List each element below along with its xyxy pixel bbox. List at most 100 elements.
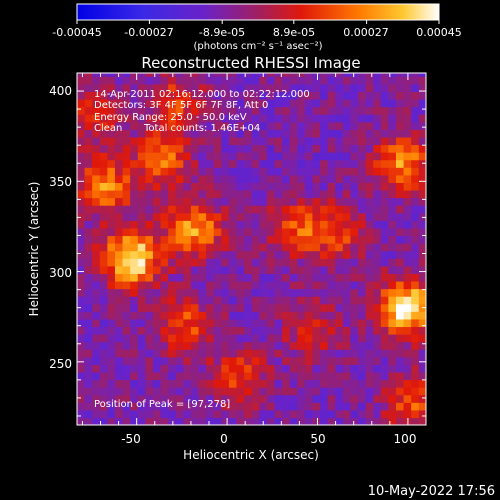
heatmap-cell: [213, 311, 222, 320]
heatmap-cell: [92, 182, 101, 191]
heatmap-cell: [297, 174, 306, 183]
heatmap-cell: [190, 205, 200, 214]
heatmap-cell: [206, 356, 215, 365]
heatmap-cell: [99, 182, 108, 191]
heatmap-cell: [373, 334, 382, 343]
heatmap-cell: [373, 83, 382, 93]
heatmap-cell: [411, 356, 420, 365]
heatmap-cell: [373, 243, 382, 252]
heatmap-cell: [99, 280, 108, 290]
heatmap-cell: [297, 409, 306, 419]
heatmap-cell: [259, 356, 268, 365]
heatmap-cell: [221, 144, 230, 153]
heatmap-cell: [350, 129, 359, 138]
annotation-time-range: 14-Apr-2011 02:16:12.000 to 02:22:12.000: [94, 89, 310, 100]
heatmap-cell: [350, 258, 359, 267]
heatmap-cell: [168, 273, 177, 282]
heatmap-cell: [358, 205, 367, 214]
heatmap-cell: [168, 98, 177, 108]
heatmap-cell: [259, 182, 268, 191]
heatmap-cell: [122, 136, 131, 146]
heatmap-cell: [175, 76, 184, 85]
heatmap-cell: [228, 250, 238, 259]
heatmap-cell: [198, 167, 207, 176]
heatmap-cell: [122, 144, 131, 153]
heatmap-cell: [358, 144, 367, 153]
heatmap-cell: [312, 152, 321, 161]
heatmap-cell: [274, 73, 283, 77]
heatmap-cell: [327, 341, 336, 350]
heatmap-cell: [358, 349, 367, 358]
heatmap-cell: [221, 136, 230, 146]
heatmap-cell: [373, 288, 382, 297]
heatmap-cell: [114, 205, 124, 214]
heatmap-cell: [274, 318, 283, 328]
heatmap-cell: [358, 273, 367, 282]
heatmap-cell: [168, 394, 177, 403]
heatmap-cell: [335, 394, 344, 403]
heatmap-cell: [327, 303, 336, 312]
heatmap-cell: [418, 288, 426, 297]
heatmap-cell: [198, 152, 207, 161]
heatmap-cell: [388, 356, 397, 365]
heatmap-cell: [411, 303, 420, 312]
heatmap-cell: [380, 182, 389, 191]
heatmap-cell: [190, 235, 200, 244]
heatmap-cell: [221, 243, 230, 252]
heatmap-cell: [251, 311, 260, 320]
heatmap-cell: [274, 250, 283, 259]
heatmap-cell: [259, 265, 268, 274]
heatmap-cell: [183, 334, 192, 343]
heatmap-cell: [395, 182, 405, 191]
heatmap-cell: [145, 220, 154, 229]
heatmap-cell: [107, 136, 116, 146]
heatmap-cell: [320, 91, 329, 100]
heatmap-cell: [85, 61, 93, 69]
heatmap-cell: [411, 258, 420, 267]
heatmap-cell: [92, 91, 101, 100]
heatmap-cell: [77, 136, 86, 146]
heatmap-cell: [228, 387, 238, 396]
heatmap-cell: [160, 174, 169, 183]
heatmap-cell: [84, 402, 93, 411]
heatmap-cell: [388, 394, 397, 403]
heatmap-cell: [198, 341, 207, 350]
heatmap-cell: [274, 174, 283, 183]
heatmap-cell: [342, 174, 352, 183]
heatmap-cell: [236, 280, 245, 290]
heatmap-cell: [84, 136, 93, 146]
heatmap-cell: [266, 402, 276, 411]
heatmap-cell: [122, 76, 131, 85]
heatmap-cell: [114, 114, 124, 123]
heatmap-cell: [221, 311, 230, 320]
heatmap-cell: [114, 98, 124, 108]
heatmap-cell: [198, 73, 207, 77]
heatmap-cell: [244, 334, 253, 343]
heatmap-cell: [289, 326, 298, 335]
heatmap-cell: [388, 409, 397, 419]
heatmap-cell: [289, 174, 298, 183]
heatmap-cell: [198, 387, 207, 396]
heatmap-cell: [282, 159, 291, 168]
heatmap-cell: [312, 159, 321, 168]
heatmap-cell: [395, 387, 405, 396]
heatmap-cell: [350, 212, 359, 221]
heatmap-cell: [259, 409, 268, 419]
heatmap-cell: [114, 83, 124, 93]
heatmap-cell: [168, 402, 177, 411]
heatmap-cell: [358, 182, 367, 191]
heatmap-cell: [312, 220, 321, 229]
heatmap-cell: [228, 235, 238, 244]
heatmap-cell: [426, 266, 434, 274]
heatmap-cell: [282, 387, 291, 396]
heatmap-cell: [137, 91, 146, 100]
heatmap-cell: [107, 318, 116, 328]
heatmap-cell: [236, 167, 245, 176]
heatmap-cell: [228, 189, 238, 199]
heatmap-cell: [282, 98, 291, 108]
heatmap-cell: [137, 121, 146, 130]
heatmap-cell: [213, 409, 222, 419]
heatmap-cell: [350, 76, 359, 85]
heatmap-cell: [373, 205, 382, 214]
heatmap-cell: [183, 91, 192, 100]
